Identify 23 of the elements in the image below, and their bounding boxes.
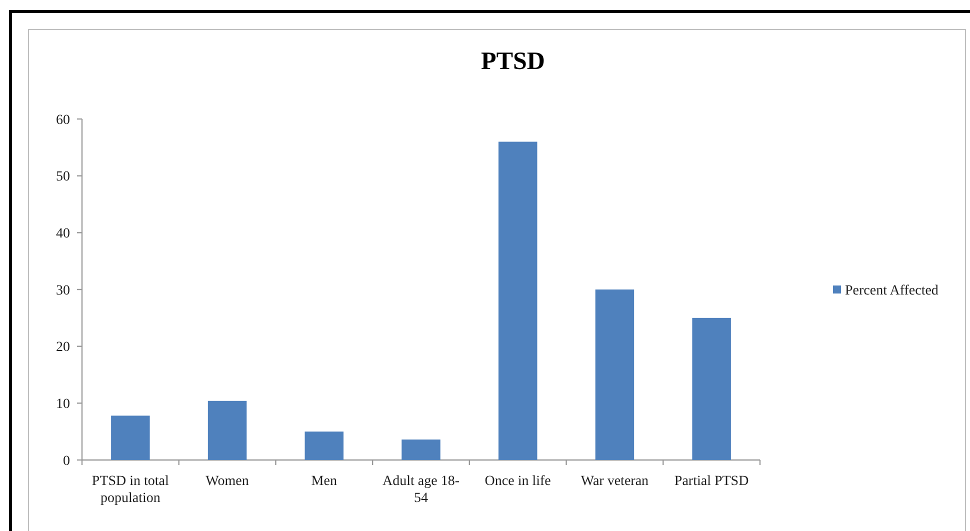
bar xyxy=(304,432,344,460)
bar xyxy=(595,290,634,460)
bar xyxy=(692,318,731,460)
x-tick-label: Partial PTSD xyxy=(674,474,749,489)
y-tick-label: 60 xyxy=(56,112,70,128)
bar xyxy=(111,416,150,460)
bar xyxy=(208,400,247,460)
bar xyxy=(498,142,538,460)
chart-title: PTSD xyxy=(481,48,545,75)
bar xyxy=(402,440,440,460)
y-tick-label: 30 xyxy=(56,283,70,298)
y-tick-label: 20 xyxy=(56,340,70,356)
y-tick-label: 0 xyxy=(63,454,70,469)
y-tick-label: 50 xyxy=(56,170,70,185)
legend-label: Percent Affected xyxy=(845,283,938,298)
x-tick-label: Men xyxy=(311,474,337,489)
y-tick-label: 40 xyxy=(56,226,70,242)
x-tick-label: Once in life xyxy=(484,474,551,489)
x-tick-label: War veteran xyxy=(580,474,649,489)
x-tick-label: Adult age 18-54 xyxy=(382,474,460,506)
x-tick-label: PTSD in total population xyxy=(92,474,170,506)
y-tick-label: 10 xyxy=(56,397,70,412)
x-tick-label: Women xyxy=(206,474,249,489)
